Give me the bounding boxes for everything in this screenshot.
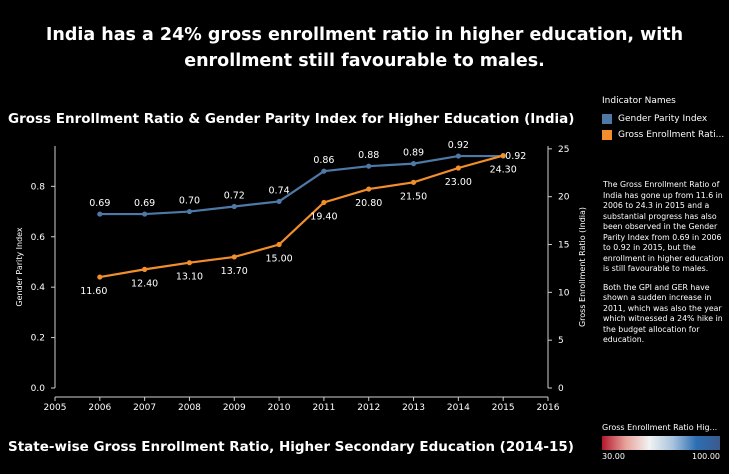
color-gradient-bar: [602, 436, 720, 450]
headline: India has a 24% gross enrollment ratio i…: [45, 25, 684, 71]
data-label: 23.00: [445, 177, 472, 188]
data-point: [142, 266, 148, 272]
x-axis-tick-label: 2006: [88, 403, 111, 413]
series-line-ger: [99, 154, 504, 279]
data-point: [321, 199, 327, 206]
data-label: 0.69: [134, 198, 155, 209]
data-point: [276, 241, 282, 248]
right-axis-tick-label: 25: [558, 145, 569, 155]
annotation-note: The Gross Enrollment Ratio of India has …: [603, 180, 725, 354]
data-label: 0.70: [179, 196, 200, 207]
left-axis-tick-label: 0.8: [31, 182, 46, 192]
data-point: [455, 153, 461, 159]
data-label: 13.70: [221, 266, 248, 277]
data-point: [366, 186, 372, 192]
right-axis-tick-label: 10: [558, 288, 570, 298]
data-label: 12.40: [131, 278, 158, 289]
right-axis-tick-label: 5: [558, 336, 564, 346]
data-point: [186, 260, 193, 266]
note-paragraph-2: Both the GPI and GER have shown a sudden…: [603, 282, 723, 345]
data-point: [500, 152, 506, 159]
note-paragraph-1: The Gross Enrollment Ratio of India has …: [603, 180, 724, 273]
x-axis-tick-label: 2005: [44, 403, 67, 413]
data-point: [455, 165, 461, 171]
x-axis-tick-label: 2010: [268, 403, 291, 413]
data-label: 24.30: [490, 165, 517, 176]
color-legend-max: 100.00: [692, 452, 720, 461]
x-axis-tick-label: 2009: [223, 403, 246, 413]
data-point: [410, 161, 417, 167]
color-legend-min: 30.00: [602, 452, 625, 461]
data-label: 0.89: [403, 148, 424, 159]
legend-label-gpi: Gender Parity Index: [618, 114, 708, 124]
data-label: 19.40: [310, 211, 337, 222]
legend-item-gpi[interactable]: Gender Parity Index: [602, 112, 727, 126]
left-axis-tick-label: 0.6: [31, 233, 46, 243]
left-axis-tick-label: 0.2: [31, 334, 45, 344]
legend-swatch-gpi: [602, 114, 612, 124]
color-scale-legend: Gross Enrollment Ratio Hig... 30.00 100.…: [602, 423, 722, 461]
data-label: 13.10: [176, 272, 203, 283]
data-label: 0.92: [505, 151, 526, 162]
data-point: [231, 254, 237, 260]
right-axis-tick-label: 20: [558, 193, 570, 203]
color-legend-title: Gross Enrollment Ratio Hig...: [602, 423, 718, 432]
data-label: 0.72: [224, 191, 245, 202]
left-axis-title: Gender Parity Index: [15, 227, 24, 307]
x-axis-tick-label: 2016: [537, 403, 560, 413]
legend-item-ger[interactable]: Gross Enrollment Rati...: [602, 128, 727, 142]
data-label: 0.92: [448, 140, 469, 151]
right-axis-title: Gross Enrollment Ratio (India): [578, 207, 587, 327]
data-label: 21.50: [400, 191, 427, 202]
chart-title: Gross Enrollment Ratio & Gender Parity I…: [8, 111, 575, 127]
data-point: [276, 198, 282, 205]
data-point: [231, 203, 237, 210]
data-point: [321, 168, 327, 174]
data-label: 0.88: [358, 150, 379, 161]
data-point: [186, 208, 193, 215]
right-axis-tick-label: 15: [558, 241, 569, 251]
legend-label-ger: Gross Enrollment Rati...: [618, 130, 725, 140]
data-point: [410, 179, 417, 185]
series-line-gpi: [99, 154, 504, 216]
legend-swatch-ger: [602, 130, 612, 140]
data-label: 11.60: [80, 286, 107, 297]
legend-title: Indicator Names: [602, 96, 676, 106]
x-axis-tick-label: 2013: [402, 403, 425, 413]
left-axis-tick-label: 0.0: [31, 384, 46, 394]
indicator-legend: Indicator Names Gender Parity Index Gros…: [602, 96, 727, 144]
data-label: 0.86: [313, 155, 334, 166]
data-point: [142, 211, 148, 217]
data-point: [366, 163, 372, 169]
data-label: 20.80: [355, 198, 382, 209]
x-axis-tick-label: 2008: [178, 403, 201, 413]
data-label: 0.74: [269, 185, 290, 196]
left-axis-tick-label: 0.4: [31, 283, 46, 293]
data-label: 0.69: [89, 198, 110, 209]
data-label: 15.00: [265, 254, 292, 265]
x-axis-tick-label: 2014: [447, 403, 470, 413]
data-point: [97, 211, 103, 217]
map-title: State-wise Gross Enrollment Ratio, Highe…: [8, 439, 574, 455]
x-axis-tick-label: 2015: [492, 403, 515, 413]
right-axis-tick-label: 0: [558, 384, 564, 394]
x-axis-tick-label: 2011: [312, 403, 335, 413]
data-point: [97, 274, 103, 280]
x-axis-tick-label: 2012: [357, 403, 380, 413]
data-point: [500, 153, 506, 159]
x-axis-tick-label: 2007: [133, 403, 156, 413]
